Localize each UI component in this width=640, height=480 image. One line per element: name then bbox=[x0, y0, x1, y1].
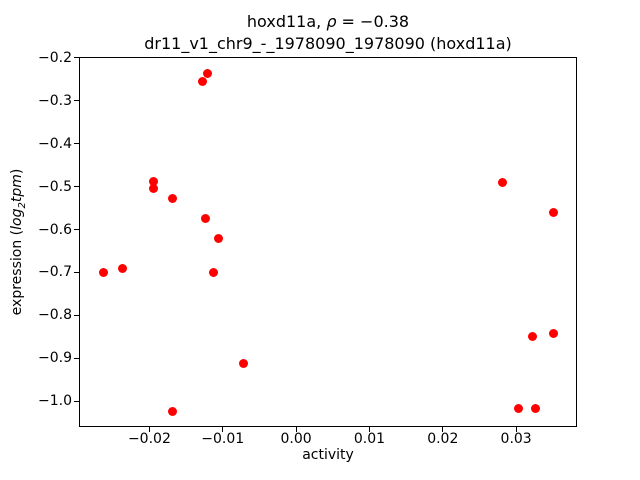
y-tick-mark bbox=[74, 229, 79, 231]
scatter-point bbox=[197, 77, 207, 87]
scatter-point bbox=[209, 268, 219, 278]
y-tick-mark bbox=[74, 314, 79, 316]
x-tick-label: −0.01 bbox=[201, 431, 245, 447]
scatter-point bbox=[148, 176, 158, 186]
scatter-point bbox=[168, 193, 178, 203]
x-tick-mark bbox=[442, 427, 444, 432]
y-tick-label: −0.7 bbox=[38, 264, 72, 281]
y-tick-label: −0.5 bbox=[38, 178, 72, 195]
y-tick-mark bbox=[74, 57, 79, 59]
chart-subtitle: dr11_v1_chr9_-_1978090_1978090 (hoxd11a) bbox=[144, 34, 512, 53]
scatter-point bbox=[549, 208, 559, 218]
y-axis-label-subscript: 2 bbox=[16, 202, 28, 209]
y-tick-mark bbox=[74, 143, 79, 145]
scatter-point bbox=[167, 406, 177, 416]
scatter-point bbox=[202, 69, 212, 79]
title-gene-prefix: hoxd11a, bbox=[246, 12, 327, 31]
y-tick-mark bbox=[74, 271, 79, 273]
y-tick-mark bbox=[74, 100, 79, 102]
x-tick-label: 0.03 bbox=[500, 431, 532, 447]
scatter-point bbox=[527, 331, 537, 341]
scatter-point bbox=[98, 267, 108, 277]
y-tick-label: −0.8 bbox=[38, 307, 72, 324]
y-axis-label-suffix: ) bbox=[9, 168, 25, 175]
y-tick-mark bbox=[74, 400, 79, 402]
chart-title: hoxd11a, ρ = −0.38 dr11_v1_chr9_-_197809… bbox=[79, 11, 577, 55]
x-axis-label: activity bbox=[302, 447, 354, 463]
x-tick-mark bbox=[295, 427, 297, 432]
title-correlation-value: = −0.38 bbox=[336, 12, 410, 31]
scatter-point bbox=[531, 404, 541, 414]
x-tick-label: 0.00 bbox=[280, 431, 312, 447]
scatter-point bbox=[201, 214, 211, 224]
x-tick-mark bbox=[148, 427, 150, 432]
scatter-point bbox=[148, 184, 158, 194]
y-axis-label: expression (log2tpm) bbox=[8, 122, 28, 362]
scatter-point bbox=[549, 329, 559, 339]
scatter-point bbox=[498, 178, 508, 188]
y-tick-label: −0.6 bbox=[38, 221, 72, 238]
scatter-point bbox=[117, 263, 127, 273]
scatter-point bbox=[213, 233, 223, 243]
x-tick-label: 0.02 bbox=[427, 431, 459, 447]
x-tick-label: −0.02 bbox=[127, 431, 171, 447]
scatter-point bbox=[513, 404, 523, 414]
chart-title-line1: hoxd11a, ρ = −0.38 bbox=[79, 11, 577, 33]
x-tick-mark bbox=[368, 427, 370, 432]
y-tick-label: −0.2 bbox=[38, 49, 72, 66]
y-tick-label: −0.4 bbox=[38, 135, 72, 152]
x-tick-mark bbox=[515, 427, 517, 432]
y-tick-label: −0.9 bbox=[38, 350, 72, 367]
y-tick-label: −1.0 bbox=[38, 393, 72, 410]
x-tick-mark bbox=[222, 427, 224, 432]
x-tick-label: 0.01 bbox=[353, 431, 386, 447]
y-tick-mark bbox=[74, 186, 79, 188]
title-rho-symbol: ρ bbox=[326, 12, 337, 31]
scatter-point bbox=[238, 358, 248, 368]
plot-area bbox=[79, 57, 577, 427]
y-tick-mark bbox=[74, 357, 79, 359]
y-tick-label: −0.3 bbox=[38, 92, 72, 109]
